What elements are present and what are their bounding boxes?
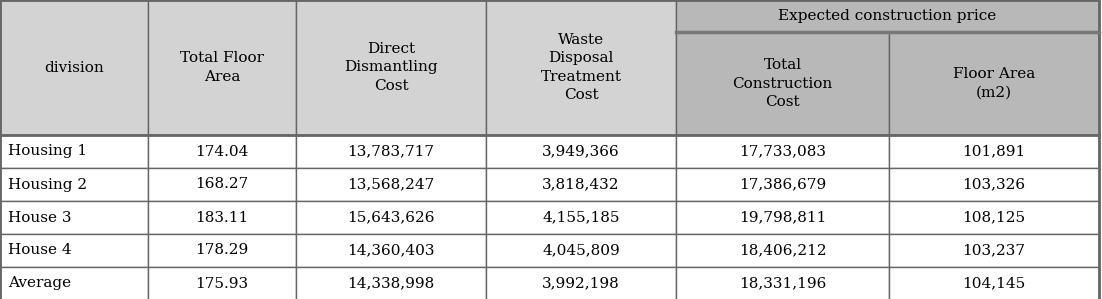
- Bar: [889, 234, 1099, 267]
- Bar: [676, 0, 1099, 32]
- Bar: [296, 135, 486, 168]
- Bar: [148, 267, 296, 299]
- Bar: [296, 201, 486, 234]
- Bar: [0, 201, 148, 234]
- Bar: [676, 267, 889, 299]
- Bar: [0, 135, 148, 168]
- Bar: [486, 135, 676, 168]
- Text: 174.04: 174.04: [195, 144, 249, 158]
- Text: Expected construction price: Expected construction price: [778, 9, 996, 23]
- Text: 3,818,432: 3,818,432: [542, 178, 619, 191]
- Bar: [0, 0, 148, 135]
- Text: Total Floor
Area: Total Floor Area: [180, 51, 264, 84]
- Text: division: division: [44, 60, 104, 74]
- Text: 19,798,811: 19,798,811: [738, 210, 826, 225]
- Bar: [676, 201, 889, 234]
- Text: 3,992,198: 3,992,198: [542, 277, 619, 291]
- Text: 3,949,366: 3,949,366: [542, 144, 619, 158]
- Bar: [486, 267, 676, 299]
- Text: House 3: House 3: [8, 210, 72, 225]
- Text: Housing 1: Housing 1: [8, 144, 87, 158]
- Bar: [676, 32, 889, 135]
- Text: Housing 2: Housing 2: [8, 178, 87, 191]
- Text: Direct
Dismantling
Cost: Direct Dismantling Cost: [344, 42, 437, 93]
- Text: 13,783,717: 13,783,717: [347, 144, 434, 158]
- Bar: [148, 168, 296, 201]
- Text: 13,568,247: 13,568,247: [347, 178, 434, 191]
- Text: 18,331,196: 18,331,196: [738, 277, 826, 291]
- Bar: [676, 168, 889, 201]
- Text: Total
Construction
Cost: Total Construction Cost: [733, 58, 833, 109]
- Text: 103,326: 103,326: [962, 178, 1026, 191]
- Bar: [889, 267, 1099, 299]
- Bar: [889, 168, 1099, 201]
- Text: 104,145: 104,145: [962, 277, 1026, 291]
- Bar: [296, 234, 486, 267]
- Bar: [0, 234, 148, 267]
- Text: 4,045,809: 4,045,809: [542, 243, 619, 257]
- Bar: [676, 135, 889, 168]
- Bar: [889, 201, 1099, 234]
- Bar: [486, 168, 676, 201]
- Text: 101,891: 101,891: [962, 144, 1026, 158]
- Bar: [486, 234, 676, 267]
- Bar: [486, 0, 676, 135]
- Text: 14,338,998: 14,338,998: [347, 277, 434, 291]
- Text: 103,237: 103,237: [962, 243, 1026, 257]
- Text: 178.29: 178.29: [195, 243, 249, 257]
- Text: 108,125: 108,125: [962, 210, 1026, 225]
- Bar: [296, 0, 486, 135]
- Bar: [486, 201, 676, 234]
- Bar: [0, 267, 148, 299]
- Text: 183.11: 183.11: [195, 210, 249, 225]
- Text: Waste
Disposal
Treatment
Cost: Waste Disposal Treatment Cost: [540, 33, 622, 102]
- Bar: [148, 201, 296, 234]
- Text: 17,386,679: 17,386,679: [738, 178, 826, 191]
- Text: 18,406,212: 18,406,212: [738, 243, 826, 257]
- Bar: [889, 135, 1099, 168]
- Text: 15,643,626: 15,643,626: [347, 210, 435, 225]
- Text: 175.93: 175.93: [195, 277, 249, 291]
- Bar: [676, 234, 889, 267]
- Bar: [296, 168, 486, 201]
- Bar: [148, 0, 296, 135]
- Text: Average: Average: [8, 277, 72, 291]
- Text: House 4: House 4: [8, 243, 72, 257]
- Bar: [889, 32, 1099, 135]
- Bar: [148, 234, 296, 267]
- Text: 168.27: 168.27: [195, 178, 249, 191]
- Bar: [148, 135, 296, 168]
- Text: 17,733,083: 17,733,083: [739, 144, 826, 158]
- Bar: [296, 267, 486, 299]
- Text: 14,360,403: 14,360,403: [347, 243, 435, 257]
- Text: 4,155,185: 4,155,185: [542, 210, 619, 225]
- Bar: [0, 168, 148, 201]
- Text: Floor Area
(m2): Floor Area (m2): [953, 67, 1035, 100]
